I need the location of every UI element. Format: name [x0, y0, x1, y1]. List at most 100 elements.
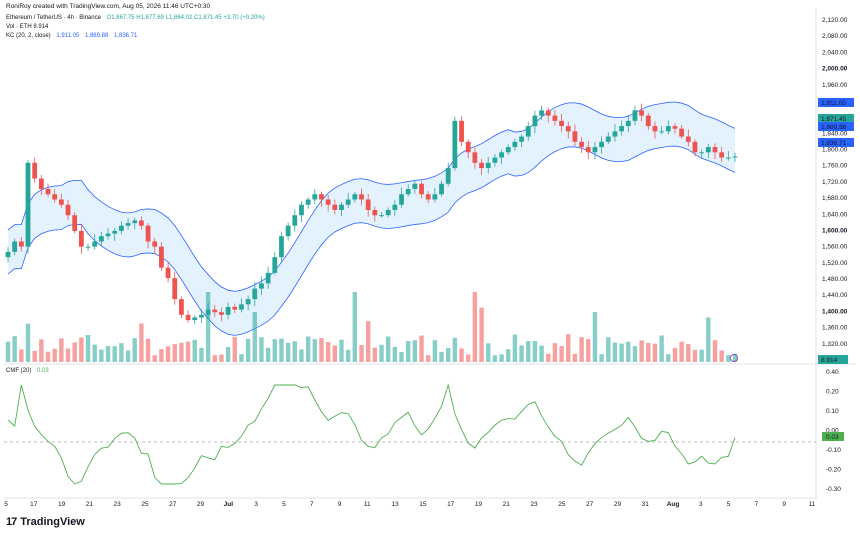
candle-body	[85, 246, 91, 248]
candle-body	[545, 110, 551, 116]
price-tick-label: 1,960.00	[822, 82, 848, 89]
candle-body	[465, 141, 471, 153]
volume-bar	[272, 339, 277, 362]
volume-bar	[199, 347, 204, 362]
candle-body	[179, 299, 184, 315]
volume-bar	[332, 345, 338, 362]
candle-body	[619, 126, 625, 132]
volume-bar	[459, 348, 464, 362]
volume-bar	[345, 349, 351, 362]
volume-bar	[392, 346, 398, 362]
volume-bar	[432, 340, 438, 362]
candle-body	[639, 110, 645, 116]
candle-body	[445, 168, 451, 184]
time-tick-label: 5	[727, 501, 731, 508]
volume-bar	[379, 344, 384, 362]
volume-bar	[92, 344, 97, 362]
candle-body	[572, 131, 578, 142]
time-tick-label: 15	[419, 501, 427, 508]
price-tick-label: 1,720.00	[822, 179, 848, 186]
volume-bar	[292, 341, 297, 362]
kc-label: KC (20, 2, close)	[6, 33, 51, 39]
volume-bar	[159, 349, 164, 362]
volume-bar	[592, 312, 598, 362]
volume-bar	[672, 347, 678, 362]
volume-bar	[439, 352, 444, 362]
candle-body	[305, 199, 311, 205]
candle-body	[605, 136, 611, 142]
candle-body	[45, 189, 51, 195]
cmf-tick-label: -0.10	[826, 447, 841, 454]
volume-bar	[45, 351, 51, 362]
volume-bar	[65, 348, 71, 362]
volume-bar	[646, 342, 651, 362]
candle-body	[52, 194, 58, 200]
volume-bar	[39, 339, 44, 362]
volume-bar	[492, 355, 498, 362]
volume-bar	[692, 349, 698, 362]
cmf-badge	[822, 432, 844, 441]
candle-body	[239, 304, 244, 310]
candle-body	[65, 204, 71, 216]
volume-bar	[626, 341, 631, 362]
candle-body	[452, 120, 458, 169]
price-badge	[818, 114, 854, 123]
price-tick-label: 1,680.00	[822, 195, 848, 202]
candle-body	[299, 204, 304, 216]
candle-body	[485, 162, 491, 169]
volume-bar	[52, 348, 57, 362]
volume-bar	[305, 336, 311, 362]
tradingview-logo-icon: 17	[6, 516, 17, 528]
volume-bar	[192, 339, 197, 362]
candle-body	[399, 194, 404, 205]
volume-bar	[519, 345, 524, 362]
volume-badge-label: 8.914	[821, 357, 838, 364]
time-tick-label: 29	[197, 501, 205, 508]
volume-bar	[225, 347, 231, 362]
candle-body	[519, 136, 524, 142]
candle-body	[319, 194, 324, 200]
candle-body	[365, 199, 371, 210]
volume-bar	[105, 346, 111, 362]
volume-bar	[212, 355, 217, 362]
time-tick-label: 21	[86, 501, 94, 508]
candle-body	[579, 141, 584, 148]
volume-bar	[552, 343, 558, 362]
indicator-settings-icon	[730, 354, 738, 362]
volume-bar	[12, 336, 17, 362]
volume-bar	[466, 354, 471, 362]
volume-badge	[818, 355, 848, 364]
candle-body	[185, 314, 191, 321]
volume-bar	[232, 336, 237, 362]
time-tick-label: 11	[809, 501, 816, 508]
candle-body	[592, 147, 598, 153]
symbol-label[interactable]: Ethereum / TetherUS · 4h · Binance	[6, 15, 101, 21]
volume-bar	[712, 340, 718, 362]
volume-bar	[172, 344, 177, 362]
kc-upper: 1,911.05	[56, 33, 80, 39]
cmf-tick-label: -0.30	[826, 486, 841, 493]
cmf-line	[7, 383, 736, 485]
candle-body	[659, 131, 665, 133]
candle-body	[92, 241, 98, 247]
volume-bar	[586, 339, 591, 362]
candle-body	[552, 115, 558, 121]
volume-bar	[512, 334, 518, 362]
candle-body	[425, 194, 431, 200]
cmf-badge-label: 0.03	[826, 434, 839, 441]
candle-body	[652, 126, 658, 132]
price-tick-label: 1,360.00	[822, 325, 848, 332]
candle-body	[232, 306, 238, 310]
candle-body	[385, 209, 391, 216]
candle-body	[58, 199, 64, 205]
volume-bar	[285, 342, 291, 362]
volume-bar	[265, 347, 271, 362]
price-tick-label: 2,080.00	[822, 33, 848, 40]
candle-body	[78, 230, 84, 247]
price-badge	[818, 98, 854, 107]
time-tick-label: 7	[755, 501, 759, 508]
time-tick-label: 25	[141, 501, 149, 508]
symbol-header: Ethereum / TetherUS · 4h · Binance O1,86…	[6, 14, 269, 22]
volume-bar	[152, 355, 157, 362]
